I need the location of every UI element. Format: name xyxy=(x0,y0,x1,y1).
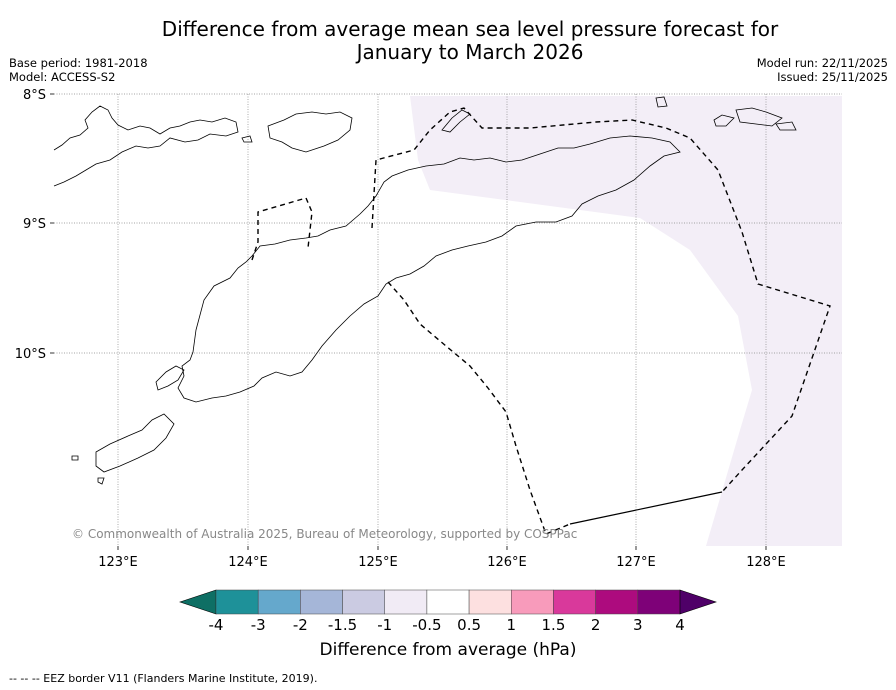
lon-label-127e: 127°E xyxy=(616,555,656,570)
gridlines xyxy=(54,93,842,546)
colorbar-segment xyxy=(257,589,301,615)
colorbar-tick-label: 2 xyxy=(591,616,601,634)
colorbar-tick-label: 0.5 xyxy=(457,616,481,634)
meta-right: Model run: 22/11/2025 Issued: 25/11/2025 xyxy=(757,56,888,84)
eez-border-north xyxy=(371,107,831,493)
lat-label-8s: 8°S xyxy=(23,88,46,103)
coast-small-islet-1 xyxy=(655,96,668,108)
coast-islet-southwest xyxy=(97,477,105,485)
colorbar-segment xyxy=(511,589,554,615)
coast-small-islet-2 xyxy=(713,114,735,127)
title-line-1: Difference from average mean sea level p… xyxy=(161,17,779,41)
coast-savu xyxy=(95,413,175,473)
colorbar-segment xyxy=(468,589,512,615)
eez-border-southeast xyxy=(569,491,723,525)
coast-northern-islands xyxy=(53,105,239,187)
lat-label-9s: 9°S xyxy=(23,217,46,232)
issued-date: Issued: 25/11/2025 xyxy=(777,70,888,84)
model-run: Model run: 22/11/2025 xyxy=(756,56,888,70)
anomaly-shading-region xyxy=(410,96,842,546)
colorbar-title: Difference from average (hPa) xyxy=(319,640,577,660)
colorbar-tick-label: -4 xyxy=(209,616,224,634)
lon-label-123e: 123°E xyxy=(98,555,138,570)
colorbar-tick-label: 1.5 xyxy=(542,616,566,634)
title-line-2: January to March 2026 xyxy=(356,40,584,64)
colorbar-segment xyxy=(342,589,385,615)
coast-alor xyxy=(267,111,353,153)
coast-small-islet-5 xyxy=(241,135,253,143)
eez-border-south xyxy=(387,281,571,535)
colorbar-segment xyxy=(384,589,428,615)
colorbar-segment xyxy=(426,589,470,615)
chart-title: Difference from average mean sea level p… xyxy=(0,18,896,64)
map-area: 8°S 9°S 10°S 123°E 124°E 125°E 126°E 127… xyxy=(15,88,842,570)
coastlines xyxy=(53,96,797,485)
colorbar-segment xyxy=(637,589,681,615)
lon-label-126e: 126°E xyxy=(487,555,527,570)
eez-footnote: -- -- -- EEZ border V11 (Flanders Marine… xyxy=(9,672,318,685)
colorbar-tick-label: -0.5 xyxy=(412,616,441,634)
colorbar-segment xyxy=(300,589,343,615)
lat-label-10s: 10°S xyxy=(15,347,46,362)
model-name: Model: ACCESS-S2 xyxy=(9,70,116,84)
colorbar-extend-low xyxy=(179,589,217,615)
copyright-text: © Commonwealth of Australia 2025, Bureau… xyxy=(72,527,578,541)
colorbar: -4 -3 -2 -1.5 -1 -0.5 0.5 1 1.5 2 3 4 xyxy=(179,589,717,634)
colorbar-tick-label: -1 xyxy=(377,616,392,634)
eez-border-enclave xyxy=(251,197,313,261)
lon-label-128e: 128°E xyxy=(746,555,786,570)
coast-small-islet-3 xyxy=(735,107,783,127)
colorbar-tick-label: -2 xyxy=(293,616,308,634)
eez-borders xyxy=(251,107,831,535)
colorbar-tick-label: 4 xyxy=(675,616,685,634)
coast-timor xyxy=(177,135,681,403)
lon-label-125e: 125°E xyxy=(358,555,398,570)
lon-label-124e: 124°E xyxy=(228,555,268,570)
colorbar-segment xyxy=(215,589,259,615)
colorbar-tick-label: -3 xyxy=(251,616,266,634)
colorbar-segment xyxy=(553,589,596,615)
coast-islet-west xyxy=(71,455,79,461)
colorbar-tick-label: 1 xyxy=(506,616,516,634)
colorbar-segment xyxy=(595,589,639,615)
meta-left: Base period: 1981-2018 Model: ACCESS-S2 xyxy=(9,56,148,84)
coast-rote xyxy=(155,365,185,391)
colorbar-tick-label: -1.5 xyxy=(328,616,357,634)
base-period: Base period: 1981-2018 xyxy=(9,56,148,70)
colorbar-tick-label: 3 xyxy=(633,616,643,634)
coast-small-islet-4 xyxy=(775,121,797,131)
axis-ticks xyxy=(50,93,767,550)
colorbar-extend-high xyxy=(679,589,717,615)
